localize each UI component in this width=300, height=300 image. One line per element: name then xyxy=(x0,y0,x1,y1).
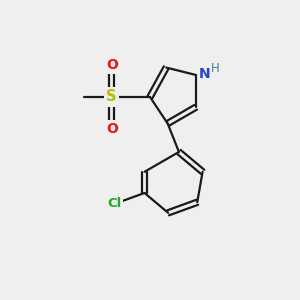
Text: S: S xyxy=(106,89,117,104)
Text: H: H xyxy=(211,62,220,75)
Text: N: N xyxy=(199,67,211,81)
Text: O: O xyxy=(106,122,118,136)
Text: O: O xyxy=(106,58,118,72)
Text: Cl: Cl xyxy=(108,197,122,210)
